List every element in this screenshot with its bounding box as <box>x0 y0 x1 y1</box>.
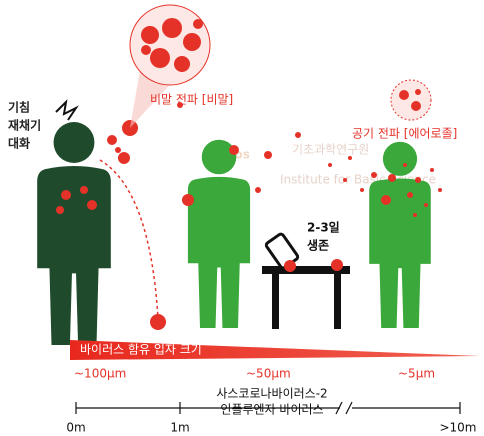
distance-label: >10m <box>439 421 476 435</box>
person-middle <box>188 140 250 328</box>
source-label: 대화 <box>8 136 30 151</box>
virus-label: 사스코로나바이러스-2 <box>216 387 327 401</box>
source-label: 기침 <box>8 100 30 115</box>
infographic: ibs 기초과학연구원 Institute for Basic Science … <box>0 0 484 436</box>
surface-label: 생존 <box>307 238 329 253</box>
table-leg <box>334 274 341 329</box>
virus-label: 인플루엔자 바이러스 <box>220 403 323 417</box>
size-label: ~5μm <box>398 367 435 381</box>
distance-label: 1m <box>170 421 189 435</box>
source-label: 재채기 <box>8 118 41 133</box>
surface-label: 2-3일 <box>307 221 340 235</box>
person-right <box>369 142 431 328</box>
page: {"source_labels": ["기침", "재채기", "대화"], "… <box>0 0 484 436</box>
size-bar-title: 바이러스 함유 입자 크기 <box>80 343 202 357</box>
body: ibs 기초과학연구원 Institute for Basic Science … <box>0 0 484 436</box>
aerosol-label: 공기 전파 [에어로졸] <box>352 127 457 141</box>
watermark-korean: 기초과학연구원 <box>292 143 369 157</box>
size-label: ~100μm <box>74 367 126 381</box>
scale-break <box>336 402 352 414</box>
cough-mark <box>56 102 76 120</box>
distance-label: 0m <box>66 421 85 435</box>
aerosol-callout <box>391 80 431 120</box>
droplet-label: 비말 전파 [비말] <box>150 93 233 107</box>
size-label: ~50μm <box>246 367 291 381</box>
table-leg <box>272 274 279 329</box>
person-source <box>37 122 111 345</box>
